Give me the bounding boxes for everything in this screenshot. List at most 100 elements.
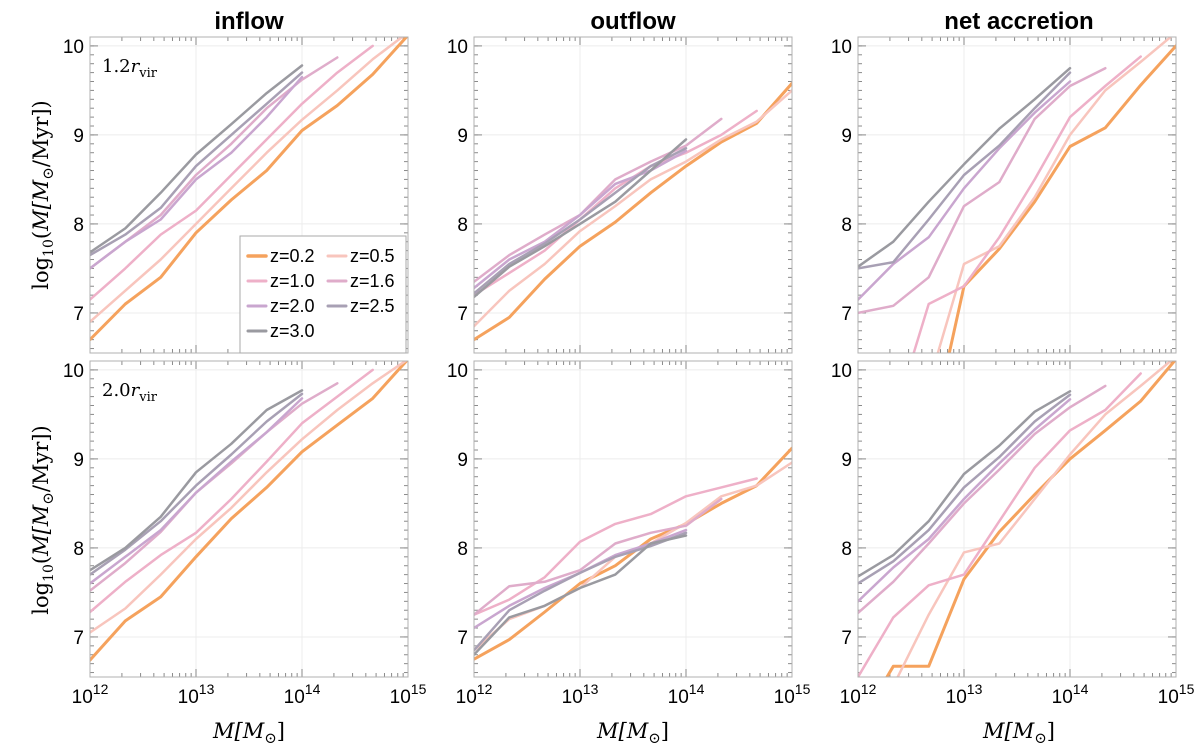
series-line-z-0-5 — [896, 361, 1173, 677]
x-axis-label-outflow: M[M⊙] — [596, 719, 669, 747]
panel-background — [858, 37, 1176, 353]
panel-frame — [857, 360, 1177, 678]
series-line-z-2-5 — [858, 71, 1072, 270]
series-line-z-2-0 — [90, 397, 304, 585]
x-axis-labels: M[M⊙] M[M⊙] M[M⊙] — [212, 719, 1055, 747]
x-tick-label: 1013 — [178, 681, 215, 708]
series-lines — [474, 81, 792, 342]
panel-background — [90, 361, 408, 677]
series-line-z-0-5 — [936, 37, 1173, 353]
legend-entry-z-1-6: z=1.6 — [350, 271, 395, 291]
radius-label-top: 1.2rvir — [102, 56, 158, 81]
series-line-z-0-5 — [474, 89, 792, 328]
x-axis-label-inflow: M[M⊙] — [212, 719, 285, 747]
series-line-z-0-2 — [90, 361, 408, 662]
panel-frame — [473, 36, 793, 354]
panel-frame — [473, 360, 793, 678]
legend-entry-z-2-5: z=2.5 — [350, 296, 395, 316]
y-axis-label-bottom: log10(M[M⊙/Myr]) — [29, 425, 57, 615]
x-tick-label: 1015 — [1158, 681, 1195, 708]
panel-net-accretion-2-0r-vir: 7 8 9 10 1012 1013 1014 1015 — [831, 360, 1195, 708]
legend-entry-z-0-2: z=0.2 — [270, 246, 315, 266]
legend-entry-z-0-5: z=0.5 — [350, 246, 395, 266]
panel-outflow-1-2r-vir: 7 8 9 10 — [447, 36, 793, 354]
series-line-z-1-0 — [90, 368, 374, 614]
y-tick-label: 9 — [841, 450, 852, 471]
column-title-outflow: outflow — [590, 8, 676, 35]
series-lines — [90, 361, 408, 662]
y-tick-label: 8 — [841, 539, 852, 560]
y-tick-label: 9 — [457, 450, 468, 471]
legend-entry-z-1-0: z=1.0 — [270, 271, 315, 291]
y-axis-label-top: log10(M[M⊙/Myr]) — [29, 100, 57, 290]
y-tick-label: 10 — [63, 37, 84, 58]
series-line-z-0-5 — [90, 37, 405, 324]
x-tick-label: 1013 — [946, 681, 983, 708]
series-line-z-2-0 — [858, 398, 1072, 603]
panel-frame — [89, 360, 409, 678]
panel-outflow-2-0r-vir: 7 8 9 10 1012 1013 1014 1015 — [447, 360, 811, 708]
column-titles: inflow outflow net accretion — [214, 8, 1093, 35]
series-line-z-1-6 — [858, 384, 1107, 615]
series-line-z-2-5 — [474, 147, 688, 295]
radius-label-bottom: 2.0rvir — [102, 380, 158, 405]
column-title-net-accretion: net accretion — [944, 8, 1093, 35]
series-line-z-0-2 — [885, 361, 1176, 677]
legend: z=0.2 z=0.5 z=1.0 z=1.6 z=2.0 z=2.5 z=3.0 — [239, 235, 407, 354]
panel-frame — [857, 36, 1177, 354]
series-line-z-1-0 — [858, 372, 1142, 677]
column-title-inflow: inflow — [214, 8, 284, 35]
x-tick-label: 1015 — [390, 681, 427, 708]
y-tick-label: 10 — [447, 37, 468, 58]
y-tick-label: 8 — [457, 215, 468, 236]
series-line-z-1-0 — [90, 44, 374, 301]
y-tick-label: 7 — [457, 628, 468, 649]
panel-background — [858, 361, 1176, 677]
series-line-z-1-0 — [474, 109, 758, 297]
y-tick-label: 7 — [73, 304, 84, 325]
series-line-z-1-6 — [474, 117, 723, 284]
x-tick-label: 1014 — [284, 681, 321, 708]
series-line-z-2-5 — [90, 392, 304, 576]
legend-entry-z-2-0: z=2.0 — [270, 296, 315, 316]
x-tick-label: 1012 — [456, 681, 493, 708]
series-line-z-3-0 — [858, 66, 1072, 268]
series-line-z-0-5 — [90, 361, 408, 634]
y-tick-label: 9 — [73, 126, 84, 147]
series-line-z-0-2 — [90, 37, 408, 342]
y-tick-label: 9 — [841, 126, 852, 147]
y-tick-label: 10 — [831, 361, 852, 382]
series-lines — [90, 37, 408, 342]
y-tick-label: 8 — [73, 215, 84, 236]
x-tick-label: 1013 — [562, 681, 599, 708]
series-line-z-0-2 — [474, 81, 792, 342]
y-tick-label: 10 — [447, 361, 468, 382]
series-line-z-2-5 — [474, 531, 688, 652]
y-tick-label: 9 — [73, 450, 84, 471]
series-line-z-2-5 — [858, 393, 1072, 585]
x-tick-label: 1014 — [668, 681, 705, 708]
series-line-z-2-0 — [858, 80, 1072, 301]
y-tick-label: 7 — [73, 628, 84, 649]
legend-entry-z-3-0: z=3.0 — [270, 321, 315, 341]
series-lines — [474, 446, 792, 661]
x-axis-label-net-accretion: M[M⊙] — [982, 719, 1055, 747]
x-tick-label: 1012 — [72, 681, 109, 708]
y-axis-labels: log10(M[M⊙/Myr]) log10(M[M⊙/Myr]) — [29, 100, 57, 615]
series-line-z-3-0 — [90, 389, 304, 572]
series-line-z-2-5 — [90, 71, 304, 257]
y-tick-label: 8 — [841, 215, 852, 236]
series-line-z-1-6 — [474, 497, 723, 616]
series-line-z-1-0 — [474, 477, 758, 616]
y-tick-label: 8 — [457, 539, 468, 560]
y-tick-label: 7 — [841, 628, 852, 649]
panel-inflow-2-0r-vir: 7 8 9 10 1012 1013 1014 1015 — [63, 360, 427, 708]
y-tick-label: 8 — [73, 539, 84, 560]
series-line-z-1-6 — [858, 66, 1107, 315]
panel-net-accretion-1-2r-vir: 7 8 9 10 — [831, 36, 1177, 354]
series-lines — [858, 37, 1176, 353]
x-tick-label: 1012 — [840, 681, 877, 708]
series-lines — [858, 361, 1176, 677]
